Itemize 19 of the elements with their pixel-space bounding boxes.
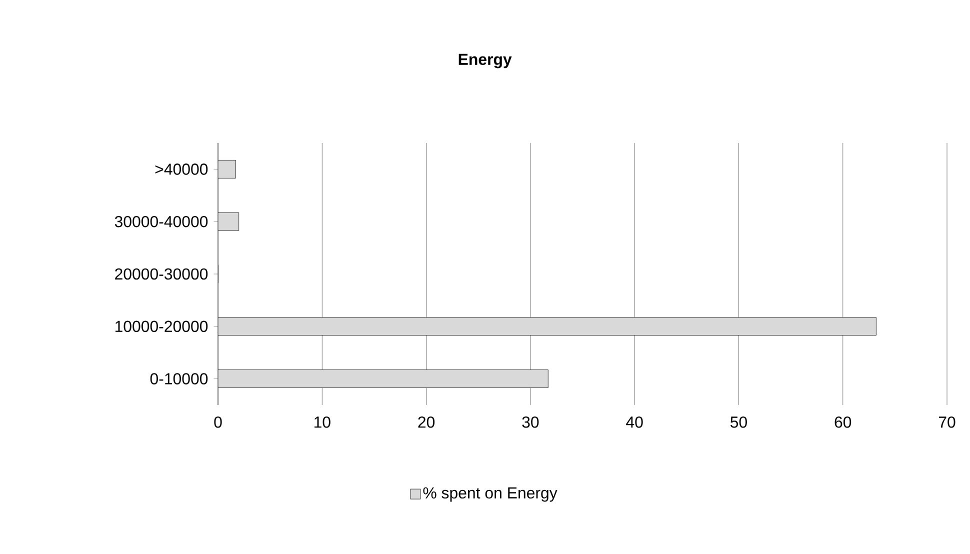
y-tick-label: 30000-40000 bbox=[114, 216, 208, 228]
y-tick-label: 0-10000 bbox=[150, 373, 208, 384]
x-tick-label: 0 bbox=[214, 416, 222, 428]
x-tick-label: 60 bbox=[834, 416, 852, 428]
chart-title: Energy bbox=[458, 54, 512, 68]
x-tick-label: 30 bbox=[522, 416, 539, 428]
legend-label: % spent on Energy bbox=[423, 487, 558, 502]
bar bbox=[218, 317, 876, 336]
y-tick-label: 20000-30000 bbox=[115, 268, 208, 280]
bar bbox=[218, 370, 548, 388]
x-tick-label: 40 bbox=[626, 416, 643, 428]
x-tick-label: 10 bbox=[314, 416, 330, 428]
x-tick-label: 50 bbox=[730, 416, 747, 428]
x-tick-label: 70 bbox=[938, 416, 956, 428]
bar bbox=[218, 160, 236, 178]
y-tick-label: >40000 bbox=[155, 164, 208, 175]
x-tick-label: 20 bbox=[418, 416, 435, 428]
y-tick-label: 10000-20000 bbox=[116, 320, 208, 332]
bar bbox=[218, 212, 240, 231]
